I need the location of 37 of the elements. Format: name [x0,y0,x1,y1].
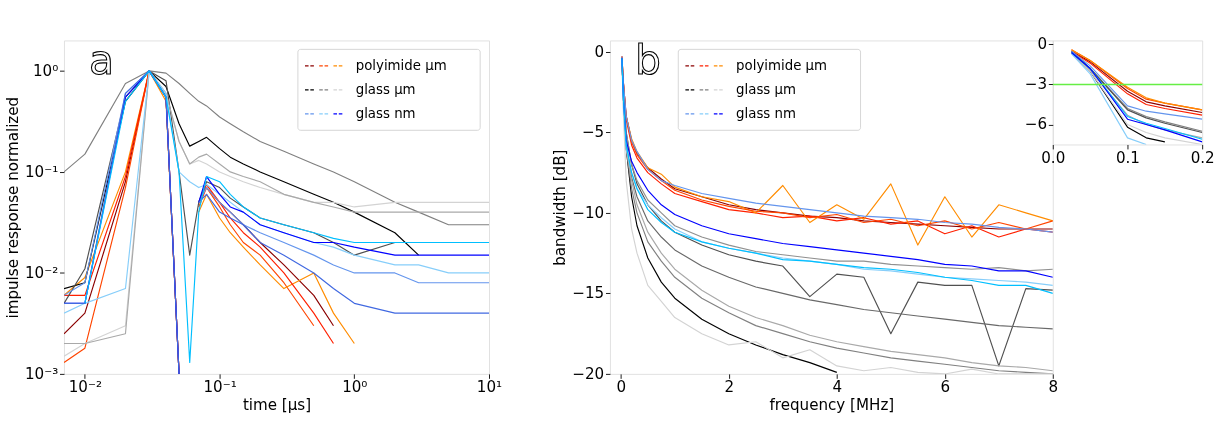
y-tick-label: −15 [572,284,605,303]
y-tick-label: −3 [1024,75,1048,94]
y-tick-label: −5 [581,123,605,142]
y-tick-label: −6 [1024,115,1048,134]
x-tick-label: 8 [1048,378,1059,397]
y-tick-label: 0 [594,42,605,61]
annotation: b [634,36,661,85]
x-tick-label: 0.1 [1115,148,1140,167]
legend-label: glass nm [355,106,416,122]
legend-label: glass µm [736,82,796,98]
y-tick-label: −10 [572,203,605,222]
x-axis-title: frequency [MHz] [769,395,895,414]
x-tick-label: 10⁻² [68,378,102,397]
y-tick-label: −20 [572,364,605,383]
annotation: a [88,36,114,85]
legend-label: polyimide µm [736,58,828,74]
y-tick-label: 0 [1037,35,1048,54]
x-tick-label: 0 [616,378,627,397]
y-tick-label: 10⁰ [32,61,59,80]
y-axis-title: impulse response normalized [3,96,22,319]
x-tick-label: 0.0 [1041,148,1066,167]
x-axis-title: time [µs] [242,395,312,414]
legend-label: polyimide µm [355,58,447,74]
y-axis-title: bandwidth [dB] [551,149,570,266]
y-tick-label: 10⁻³ [24,364,59,383]
x-tick-label: 10⁰ [342,378,368,397]
legend-label: glass µm [355,82,416,98]
x-tick-label: 10⁻¹ [203,378,237,397]
y-tick-label: 10⁻¹ [24,162,59,181]
legend-label: glass nm [736,106,796,122]
x-tick-label: 10¹ [476,378,503,397]
x-tick-label: 2 [724,378,735,397]
line-series [1070,53,1147,145]
x-tick-label: 6 [940,378,951,397]
y-tick-label: 10⁻² [24,263,59,282]
x-tick-label: 0.2 [1190,148,1215,167]
x-tick-label: 4 [832,378,843,397]
